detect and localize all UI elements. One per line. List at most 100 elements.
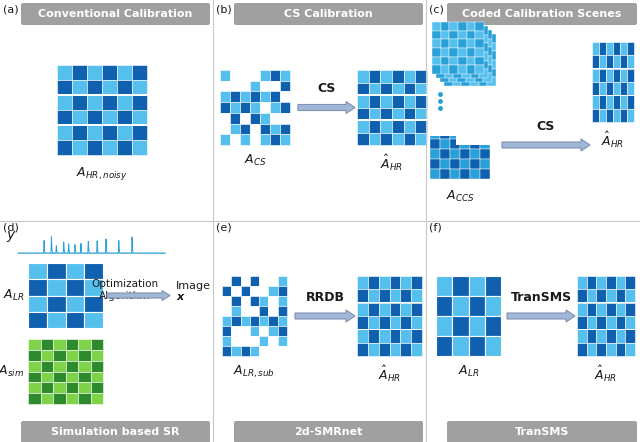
Bar [47, 279, 65, 296]
Bar [241, 306, 250, 316]
Bar [596, 303, 606, 316]
Bar [475, 47, 483, 56]
Bar [470, 69, 479, 77]
Bar [470, 61, 479, 69]
Bar [357, 316, 368, 329]
Bar [453, 69, 462, 78]
Bar [476, 22, 484, 30]
Bar [613, 55, 620, 69]
Bar [592, 42, 599, 55]
Bar [430, 119, 456, 136]
Bar [449, 30, 458, 38]
Bar [280, 91, 290, 102]
Bar [368, 343, 379, 356]
Bar [468, 336, 484, 356]
Bar [415, 107, 427, 120]
Bar [470, 34, 479, 43]
Bar [587, 343, 596, 356]
Bar [476, 39, 484, 48]
Bar [220, 81, 230, 91]
Bar [456, 119, 490, 145]
Bar [57, 124, 147, 126]
Bar [404, 107, 415, 120]
Bar [87, 80, 102, 95]
Bar [441, 48, 449, 57]
Bar [599, 69, 606, 82]
Bar [65, 312, 84, 328]
Bar [452, 316, 468, 336]
Bar [613, 69, 620, 82]
Bar [470, 169, 480, 179]
Text: TranSMS: TranSMS [515, 427, 569, 437]
Bar [487, 60, 496, 69]
Bar [620, 109, 627, 122]
Bar [280, 113, 290, 124]
Bar [132, 95, 147, 110]
Text: (d): (d) [3, 222, 19, 232]
Bar [616, 329, 625, 343]
Bar [484, 296, 501, 316]
Bar [449, 47, 458, 56]
Bar [625, 343, 635, 356]
Bar [613, 82, 620, 95]
Text: $\hat{\mathbf{\mathit{A}}}_{HR}$: $\hat{\mathbf{\mathit{A}}}_{HR}$ [378, 364, 401, 384]
Bar [230, 134, 240, 145]
Bar [479, 43, 488, 52]
Bar [444, 77, 452, 86]
Bar [479, 34, 488, 43]
Text: (a): (a) [3, 5, 19, 15]
Bar [404, 120, 415, 133]
Bar [404, 83, 415, 95]
Bar [102, 140, 117, 155]
Bar [268, 276, 278, 286]
Bar [230, 70, 240, 81]
Bar [620, 69, 627, 82]
Bar [260, 81, 270, 91]
Bar [479, 69, 488, 78]
Bar [65, 361, 78, 371]
Bar [379, 303, 390, 316]
Bar [468, 296, 484, 316]
Bar [596, 343, 606, 356]
Bar [444, 60, 452, 69]
Bar [240, 91, 250, 102]
Bar [449, 48, 458, 57]
Bar [401, 343, 411, 356]
Bar [432, 30, 441, 39]
Bar [117, 140, 132, 155]
Bar [483, 65, 492, 73]
Bar [436, 276, 452, 296]
Bar [250, 276, 259, 286]
Bar [369, 120, 380, 133]
FancyBboxPatch shape [234, 3, 423, 25]
Bar [220, 102, 230, 113]
Bar [259, 336, 268, 346]
Text: $\mathbf{\mathit{A}}_{HR,noisy}$: $\mathbf{\mathit{A}}_{HR,noisy}$ [76, 165, 128, 182]
Text: CS: CS [317, 83, 336, 95]
Bar [470, 149, 480, 159]
Bar [479, 77, 487, 86]
Bar [368, 329, 379, 343]
Bar [241, 346, 250, 356]
Bar [231, 286, 241, 296]
Bar [28, 279, 47, 296]
Bar [466, 65, 475, 73]
Bar [380, 83, 392, 95]
Bar [368, 316, 379, 329]
FancyArrow shape [298, 102, 355, 114]
Bar [462, 43, 470, 52]
Bar [102, 80, 117, 95]
Bar [467, 39, 476, 48]
Bar [440, 38, 449, 47]
Bar [479, 52, 488, 61]
Bar [466, 30, 475, 38]
Bar [415, 133, 427, 145]
Bar [411, 303, 422, 316]
Bar [620, 55, 627, 69]
Bar [480, 119, 490, 129]
Bar [613, 95, 620, 109]
Bar [613, 109, 620, 122]
Bar [78, 371, 90, 382]
Bar [449, 38, 458, 47]
Bar [470, 159, 480, 169]
